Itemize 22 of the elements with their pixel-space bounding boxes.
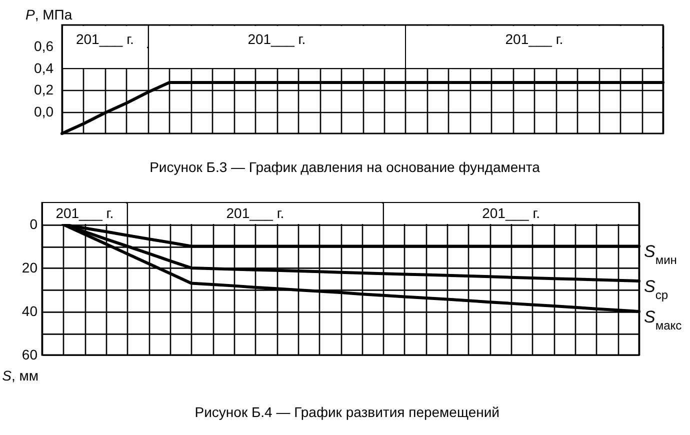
y-tick-label: 40 bbox=[22, 302, 38, 319]
series-label: S$_{мин}$ bbox=[644, 242, 677, 268]
y-tick-label: 0,2 bbox=[34, 82, 54, 98]
y-tick-label: 0,4 bbox=[34, 60, 54, 76]
y-tick-label: 60 bbox=[22, 346, 38, 362]
header-table: 201___ г. 201___ г. 201___ г. bbox=[62, 26, 663, 68]
y-axis-title: P, МПа bbox=[26, 6, 72, 22]
series-label: S$_{макс}$ bbox=[644, 307, 682, 332]
annotation: 201___ г. bbox=[505, 30, 564, 47]
text: Рисунок Б.4 — График развития перемещений bbox=[194, 404, 500, 420]
y-tick-label: 0,6 bbox=[34, 38, 54, 54]
annotation: 201___ г. bbox=[248, 30, 306, 47]
y-tick-label: 0 bbox=[30, 216, 38, 232]
y-axis-title: S, мм bbox=[2, 368, 38, 384]
series-label: S$_{ср}$ bbox=[644, 277, 668, 302]
annotation: 201___ г. bbox=[56, 205, 114, 222]
y-tick-label: 20 bbox=[22, 259, 38, 276]
annotation: 201___ г. bbox=[76, 30, 134, 47]
annotation: 201___ г. bbox=[226, 205, 284, 222]
y-tick-label: 0,0 bbox=[34, 103, 54, 120]
annotation: 201___ г. bbox=[482, 205, 540, 222]
text: Рисунок Б.3 — График давления на основание фундамента bbox=[150, 159, 540, 175]
